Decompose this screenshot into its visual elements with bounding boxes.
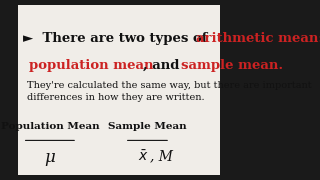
Text: , and: , and — [143, 58, 184, 71]
Text: sample mean.: sample mean. — [181, 58, 283, 71]
Text: Population Mean: Population Mean — [1, 122, 99, 131]
Text: , M: , M — [149, 149, 172, 163]
Text: They're calculated the same way, but there are important
differences in how they: They're calculated the same way, but the… — [27, 81, 312, 102]
Text: Sample Mean: Sample Mean — [108, 122, 187, 131]
Text: μ: μ — [44, 149, 55, 166]
Text: arithmetic mean:: arithmetic mean: — [196, 32, 320, 45]
Text: ►  There are two types of: ► There are two types of — [23, 32, 212, 45]
Text: $\bar{x}$: $\bar{x}$ — [138, 149, 148, 164]
Text: population mean: population mean — [29, 58, 154, 71]
FancyBboxPatch shape — [18, 5, 220, 175]
